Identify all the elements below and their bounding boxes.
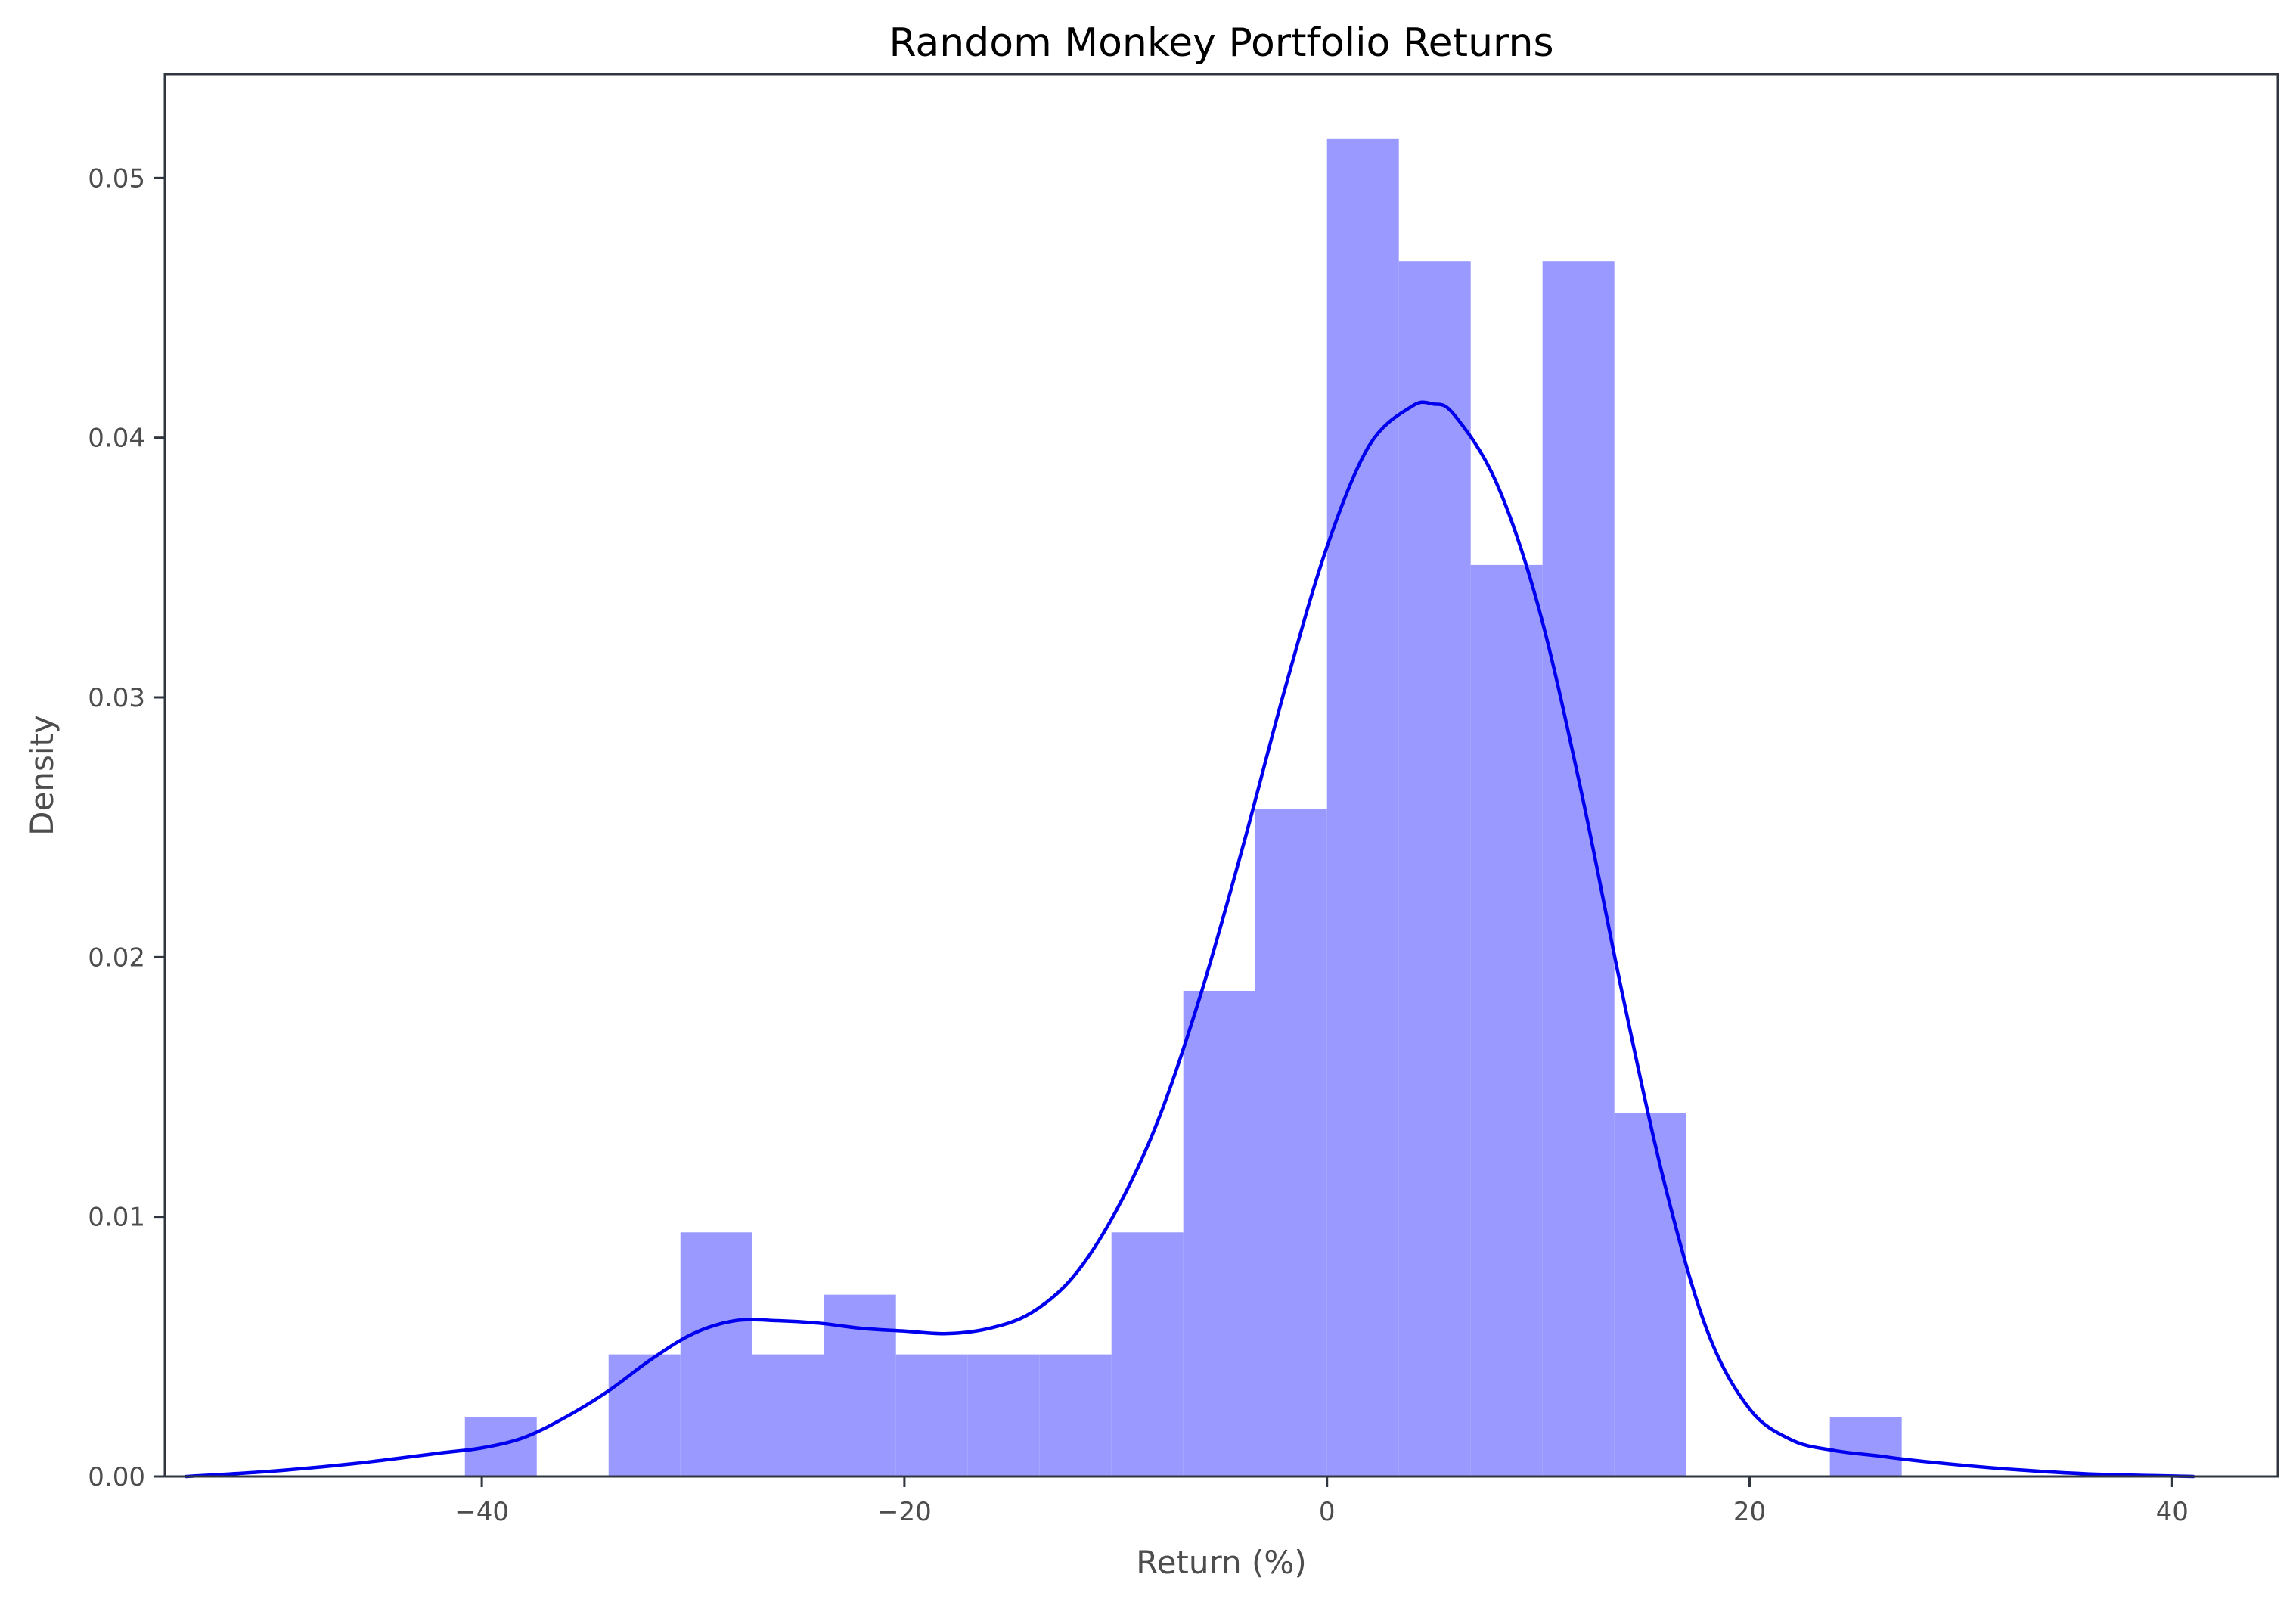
chart-title: Random Monkey Portfolio Returns — [889, 20, 1553, 66]
histogram-bar — [608, 1354, 681, 1476]
kde-line — [184, 400, 2195, 1479]
y-tick-label: 0.02 — [88, 942, 145, 973]
y-tick-label: 0.04 — [88, 424, 145, 454]
y-tick-label: 0.00 — [88, 1462, 145, 1492]
kde-curve-layer — [184, 400, 2195, 1479]
x-tick-label: 0 — [1319, 1497, 1336, 1527]
plot-frame — [163, 73, 2279, 1478]
histogram-bar — [1111, 1232, 1184, 1476]
histogram-bar — [1255, 809, 1327, 1476]
histogram-bar — [1326, 138, 1399, 1476]
histogram-bar — [895, 1354, 968, 1476]
histogram-bar — [1398, 261, 1471, 1477]
x-tick-label: −40 — [455, 1497, 509, 1527]
x-tick-label: 40 — [2156, 1497, 2189, 1527]
x-tick-label: −20 — [877, 1497, 932, 1527]
y-tick-label: 0.05 — [88, 163, 145, 194]
x-axis-ticks: −40 −20 0 20 40 — [455, 1476, 2189, 1527]
histogram-bar — [1829, 1417, 1902, 1476]
histogram-bar — [1614, 1113, 1686, 1476]
histogram-bar — [967, 1354, 1040, 1476]
histogram-bar — [1542, 261, 1615, 1477]
y-tick-label: 0.01 — [88, 1203, 145, 1233]
histogram-bar — [1039, 1354, 1112, 1476]
histogram-bar — [1470, 564, 1543, 1476]
histogram-bar — [752, 1354, 824, 1476]
histogram-bar — [824, 1294, 896, 1476]
y-axis-ticks: 0.00 0.01 0.02 0.03 0.04 0.05 — [88, 163, 165, 1492]
histogram-bar — [680, 1232, 752, 1476]
histogram-bar — [1183, 990, 1255, 1476]
histogram-bars — [464, 138, 1902, 1477]
y-axis-label: Density — [23, 715, 61, 836]
x-tick-label: 20 — [1733, 1497, 1766, 1527]
histogram-bar — [464, 1417, 537, 1476]
x-axis-label: Return (%) — [1136, 1544, 1306, 1581]
y-tick-label: 0.03 — [88, 683, 145, 713]
